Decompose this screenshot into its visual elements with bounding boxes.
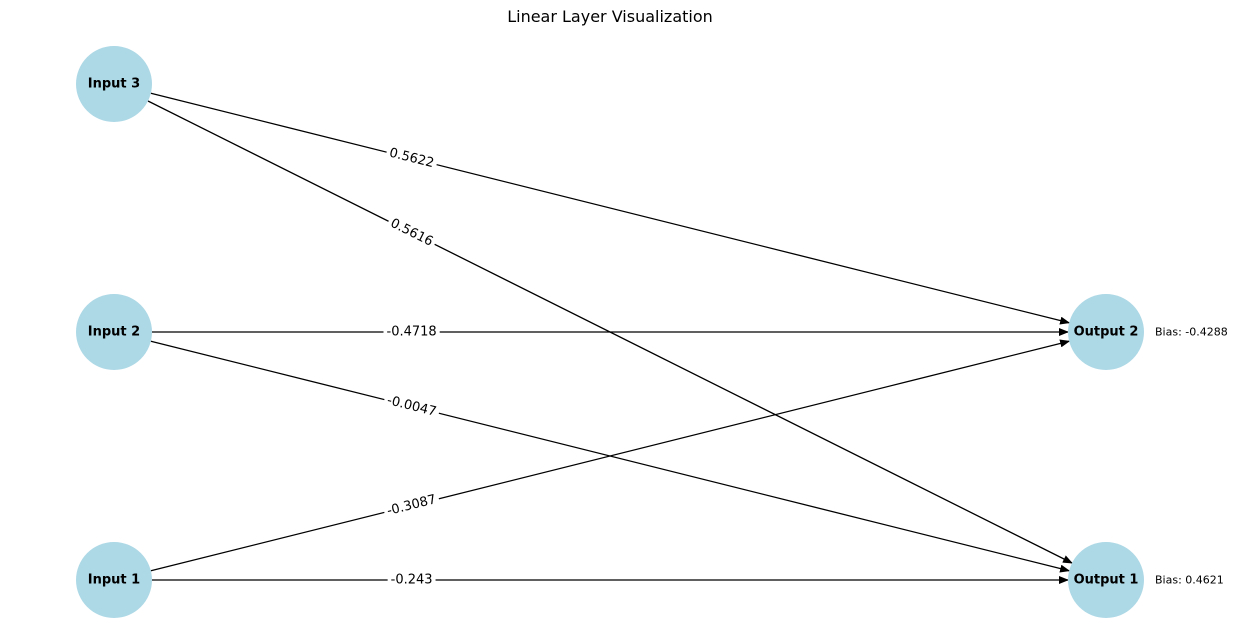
- node-circle: [76, 542, 152, 618]
- svg-text:-0.3087: -0.3087: [385, 492, 437, 519]
- edge-weight-label: 0.5622: [384, 143, 439, 173]
- svg-text:-0.4718: -0.4718: [387, 325, 437, 340]
- node-input2: Input 2: [76, 294, 152, 370]
- edge-weight-label: -0.4718: [383, 323, 440, 341]
- bias-label: Bias: 0.4621: [1155, 574, 1224, 587]
- svg-text:0.5616: 0.5616: [388, 216, 435, 250]
- svg-text:-0.243: -0.243: [391, 573, 433, 588]
- edge-weight-label: 0.5616: [384, 213, 439, 252]
- node-label: Input 3: [88, 77, 140, 92]
- node-circle: [76, 294, 152, 370]
- edge-input1-output2: [150, 339, 1071, 572]
- svg-text:0.5622: 0.5622: [388, 146, 436, 172]
- node-output1: Output 1 Bias: 0.4621: [1068, 542, 1224, 618]
- edge-input3-output2: [150, 92, 1071, 325]
- node-circle: [1068, 542, 1144, 618]
- node-circle: [1068, 294, 1144, 370]
- svg-text:-0.0047: -0.0047: [385, 393, 437, 420]
- edge-weight-label: -0.0047: [382, 391, 441, 422]
- edge-weight-label: -0.3087: [382, 490, 441, 521]
- node-label: Output 2: [1074, 325, 1139, 340]
- node-label: Input 1: [88, 573, 140, 588]
- bias-label: Bias: -0.4288: [1155, 326, 1228, 339]
- node-label: Output 1: [1074, 573, 1139, 588]
- diagram-title: Linear Layer Visualization: [507, 7, 713, 26]
- node-label: Input 2: [88, 325, 140, 340]
- node-circle: [76, 46, 152, 122]
- edge-weight-label: -0.243: [387, 571, 436, 589]
- node-input3: Input 3: [76, 46, 152, 122]
- node-input1: Input 1: [76, 542, 152, 618]
- node-output2: Output 2 Bias: -0.4288: [1068, 294, 1228, 370]
